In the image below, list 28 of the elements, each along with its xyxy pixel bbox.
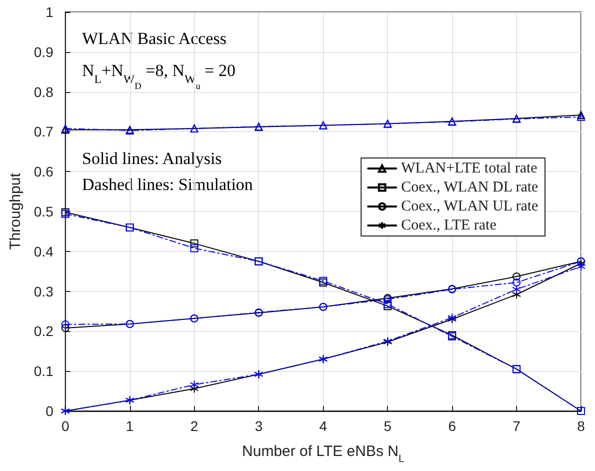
y-tick-label: 0.5 xyxy=(34,204,54,220)
y-tick-label: 0.3 xyxy=(34,283,54,300)
y-tick-label: 1 xyxy=(46,4,54,20)
legend-label: Coex., WLAN UL rate xyxy=(401,198,539,214)
y-tick-label: 0.1 xyxy=(34,363,54,380)
x-tick-label: 3 xyxy=(254,418,263,434)
y-tick-label: 0.2 xyxy=(34,323,54,340)
x-tick-label: 5 xyxy=(384,418,392,434)
y-tick-label: 0.6 xyxy=(34,164,54,180)
y-tick-label: 0.9 xyxy=(34,44,54,60)
annotation: WLAN Basic Access xyxy=(82,29,226,48)
x-tick-label: 8 xyxy=(577,418,586,434)
legend-label: WLAN+LTE total rate xyxy=(401,160,538,176)
x-tick-label: 2 xyxy=(190,418,198,434)
y-tick-label: 0.4 xyxy=(34,243,54,260)
legend-label: Coex., LTE rate xyxy=(401,218,497,234)
x-tick-label: 7 xyxy=(512,418,521,434)
legend-label: Coex., WLAN DL rate xyxy=(401,180,539,196)
y-tick-label: 0.8 xyxy=(34,84,54,100)
x-tick-label: 6 xyxy=(448,418,456,434)
y-tick-label: 0 xyxy=(46,403,54,419)
annotation: Dashed lines: Simulation xyxy=(82,175,254,194)
x-tick-label: 1 xyxy=(126,418,134,434)
y-axis-title: Throughput xyxy=(7,172,24,250)
y-tick-label: 0.7 xyxy=(34,124,54,140)
x-tick-label: 0 xyxy=(61,418,70,434)
annotation: Solid lines: Analysis xyxy=(82,149,222,168)
x-tick-label: 4 xyxy=(319,418,328,434)
